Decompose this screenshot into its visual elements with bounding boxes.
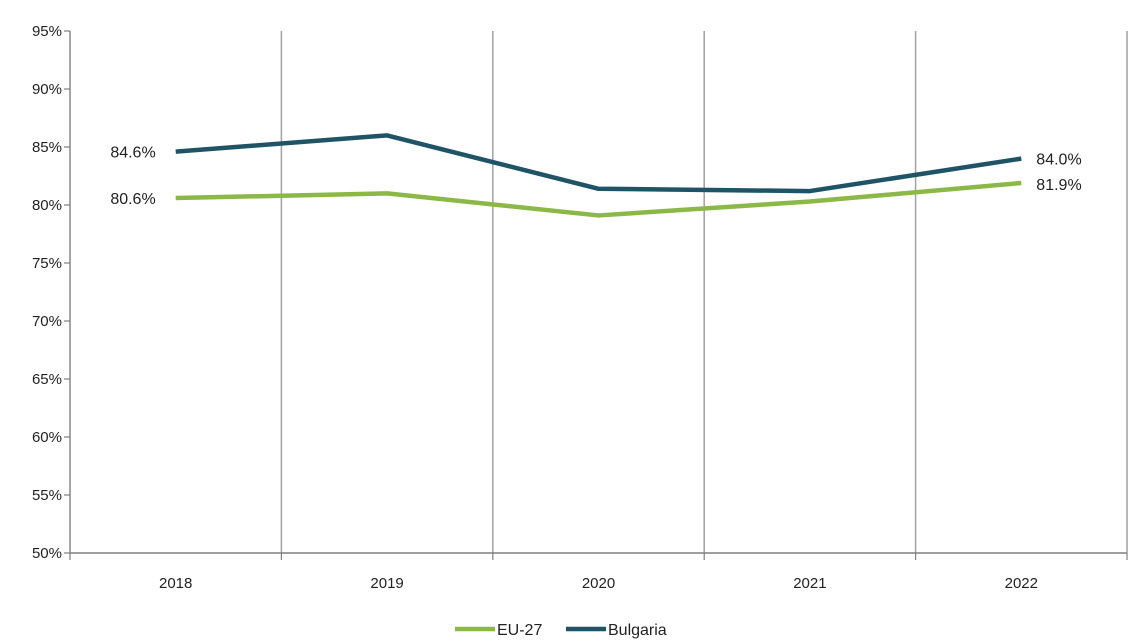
x-tick-label: 2020 — [582, 575, 615, 592]
series-line-bulgaria — [175, 133, 1022, 194]
y-tick-label: 80% — [32, 197, 62, 214]
x-tick-label: 2022 — [1005, 575, 1038, 592]
y-tick-label: 65% — [32, 371, 62, 388]
x-tick-label: 2019 — [370, 575, 403, 592]
series-line-eu-27 — [175, 180, 1022, 218]
data-label-bulgaria: 84.0% — [1036, 152, 1081, 169]
y-tick-label: 70% — [32, 313, 62, 330]
data-label-bulgaria: 84.6% — [110, 145, 155, 162]
legend-label-bulgaria: Bulgaria — [608, 622, 667, 639]
gridlines — [280, 31, 1128, 553]
y-tick-label: 50% — [32, 545, 62, 562]
y-tick-label: 75% — [32, 255, 62, 272]
axes: 50% 55% 60% 65% 70% 75% 80% 85% 90% 95% 2018 2019 20… — [32, 23, 1128, 592]
y-tick-label: 85% — [32, 139, 62, 156]
data-labels: 80.6% 81.9% 84.6% 84.0% — [110, 145, 1081, 208]
y-tick-label: 55% — [32, 487, 62, 504]
series-lines — [175, 133, 1022, 218]
y-tick-label: 60% — [32, 429, 62, 446]
legend: EU-27 Bulgaria — [455, 622, 667, 639]
y-tick-label: 95% — [32, 23, 62, 40]
legend-label-eu-27: EU-27 — [497, 622, 542, 639]
data-label-eu-27: 81.9% — [1036, 177, 1081, 194]
x-tick-label: 2021 — [793, 575, 826, 592]
x-tick-label: 2018 — [159, 575, 192, 592]
y-tick-label: 90% — [32, 81, 62, 98]
data-label-eu-27: 80.6% — [110, 191, 155, 208]
